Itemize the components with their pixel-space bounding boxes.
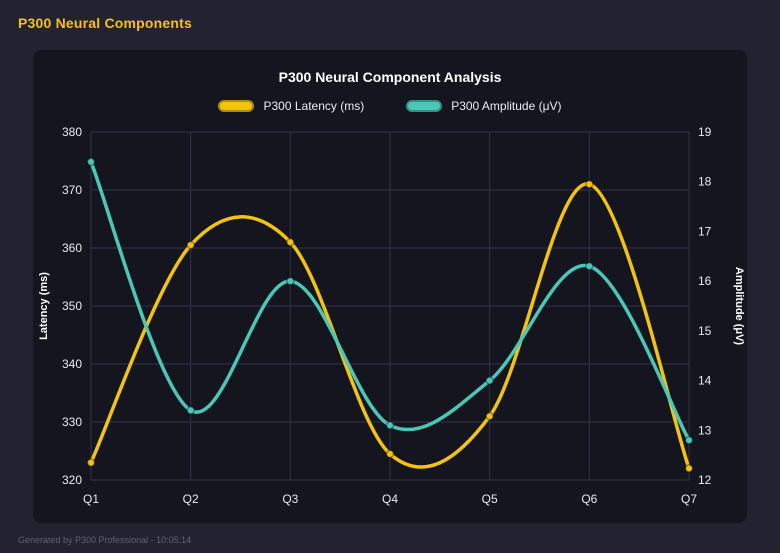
svg-text:15: 15 xyxy=(698,324,712,338)
svg-text:Q4: Q4 xyxy=(382,492,398,506)
svg-text:320: 320 xyxy=(62,473,82,487)
page-title: P300 Neural Components xyxy=(18,15,192,31)
svg-text:340: 340 xyxy=(62,357,82,371)
chart-legend: P300 Latency (ms) P300 Amplitude (μV) xyxy=(33,92,747,120)
legend-swatch-icon xyxy=(406,100,443,112)
svg-text:Q2: Q2 xyxy=(183,492,199,506)
svg-text:370: 370 xyxy=(62,183,82,197)
svg-text:Q7: Q7 xyxy=(681,492,697,506)
svg-text:12: 12 xyxy=(698,473,712,487)
svg-text:350: 350 xyxy=(62,299,82,313)
svg-text:330: 330 xyxy=(62,415,82,429)
svg-text:Amplitude (μV): Amplitude (μV) xyxy=(733,267,745,346)
legend-item-latency[interactable]: P300 Latency (ms) xyxy=(218,99,364,113)
svg-text:13: 13 xyxy=(698,423,712,437)
svg-text:19: 19 xyxy=(698,125,712,139)
svg-text:360: 360 xyxy=(62,241,82,255)
legend-swatch-icon xyxy=(218,100,255,112)
legend-label: P300 Latency (ms) xyxy=(263,99,365,113)
svg-text:Q5: Q5 xyxy=(482,492,498,506)
svg-text:17: 17 xyxy=(698,224,712,238)
svg-text:Latency (ms): Latency (ms) xyxy=(38,272,50,340)
legend-item-amplitude[interactable]: P300 Amplitude (μV) xyxy=(406,99,562,113)
svg-text:14: 14 xyxy=(698,374,712,388)
legend-label: P300 Amplitude (μV) xyxy=(451,99,562,113)
svg-text:18: 18 xyxy=(698,175,712,189)
svg-text:380: 380 xyxy=(62,125,82,139)
line-chart: Q1 Q2 Q3 Q4 Q5 Q6 Q7 320 330 340 350 360 370 380 12 13 1… xyxy=(38,125,745,506)
svg-text:Q1: Q1 xyxy=(83,492,99,506)
chart-card: P300 Neural Component Analysis P300 Late… xyxy=(33,50,747,523)
app-header: P300 Neural Components xyxy=(0,0,780,46)
svg-text:Q6: Q6 xyxy=(581,492,597,506)
footer-status: Generated by P300 Professional - 10:05:1… xyxy=(18,535,192,545)
svg-text:16: 16 xyxy=(698,274,712,288)
chart-title: P300 Neural Component Analysis xyxy=(278,69,502,85)
svg-text:Q3: Q3 xyxy=(282,492,298,506)
